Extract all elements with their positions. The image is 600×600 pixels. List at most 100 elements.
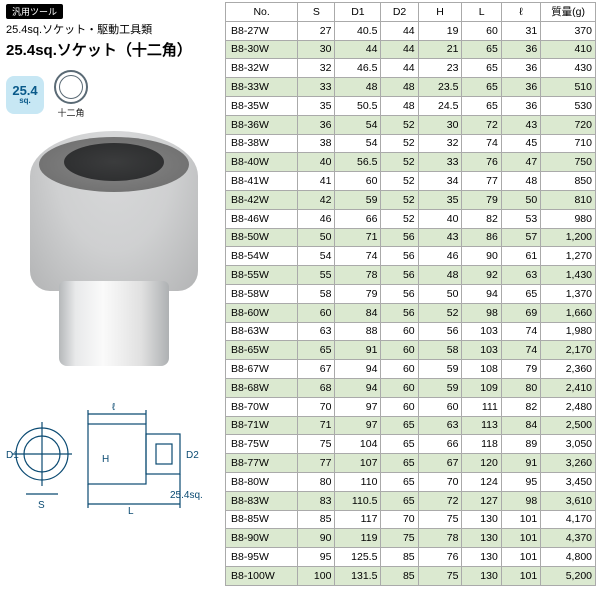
table-cell: 980	[541, 209, 596, 228]
table-cell: 33	[298, 78, 335, 97]
table-cell: 82	[462, 209, 501, 228]
table-cell: 65	[501, 284, 540, 303]
table-row: B8-42W425952357950810	[226, 190, 596, 209]
table-row: B8-80W801106570124953,450	[226, 472, 596, 491]
table-cell: 52	[381, 172, 418, 191]
table-row: B8-46W466652408253980	[226, 209, 596, 228]
table-cell: B8-42W	[226, 190, 298, 209]
table-cell: 63	[501, 266, 540, 285]
table-cell: 75	[418, 510, 462, 529]
table-row: B8-33W33484823.56536510	[226, 78, 596, 97]
table-cell: B8-95W	[226, 548, 298, 567]
svg-text:S: S	[38, 500, 45, 511]
table-cell: B8-35W	[226, 96, 298, 115]
table-cell: 48	[381, 78, 418, 97]
table-cell: 58	[298, 284, 335, 303]
table-cell: 113	[462, 416, 501, 435]
table-cell: 810	[541, 190, 596, 209]
table-cell: B8-85W	[226, 510, 298, 529]
table-cell: 2,480	[541, 397, 596, 416]
table-cell: B8-33W	[226, 78, 298, 97]
table-row: B8-63W63886056103741,980	[226, 322, 596, 341]
table-cell: 59	[418, 378, 462, 397]
table-cell: 48	[335, 78, 381, 97]
table-cell: 60	[381, 322, 418, 341]
table-cell: 95	[298, 548, 335, 567]
table-cell: 95	[501, 472, 540, 491]
table-cell: B8-80W	[226, 472, 298, 491]
table-cell: 44	[381, 59, 418, 78]
table-row: B8-35W3550.54824.56536530	[226, 96, 596, 115]
table-cell: 57	[501, 228, 540, 247]
table-cell: 60	[381, 360, 418, 379]
table-cell: 130	[462, 510, 501, 529]
product-title: 25.4sq.ソケット（十二角）	[6, 39, 221, 60]
table-cell: 32	[298, 59, 335, 78]
table-cell: 2,500	[541, 416, 596, 435]
table-row: B8-36W365452307243720	[226, 115, 596, 134]
table-cell: 410	[541, 40, 596, 59]
table-cell: 4,800	[541, 548, 596, 567]
table-cell: 86	[462, 228, 501, 247]
table-cell: B8-100W	[226, 566, 298, 585]
table-row: B8-58W5879565094651,370	[226, 284, 596, 303]
table-cell: 53	[501, 209, 540, 228]
table-cell: 89	[501, 435, 540, 454]
table-cell: 92	[462, 266, 501, 285]
table-cell: 103	[462, 341, 501, 360]
table-cell: 65	[381, 472, 418, 491]
table-cell: 510	[541, 78, 596, 97]
table-cell: 69	[501, 303, 540, 322]
col-d2: D2	[381, 3, 418, 22]
spec-table: No. S D1 D2 H L ℓ 質量(g) B8-27W2740.54419…	[225, 2, 596, 586]
table-cell: 65	[462, 78, 501, 97]
col-wt: 質量(g)	[541, 3, 596, 22]
table-cell: 84	[501, 416, 540, 435]
table-cell: 68	[298, 378, 335, 397]
table-cell: B8-40W	[226, 153, 298, 172]
table-cell: 1,370	[541, 284, 596, 303]
svg-text:L: L	[128, 506, 134, 516]
table-cell: B8-70W	[226, 397, 298, 416]
table-cell: 52	[381, 115, 418, 134]
table-cell: B8-71W	[226, 416, 298, 435]
table-cell: 77	[462, 172, 501, 191]
table-row: B8-68W68946059109802,410	[226, 378, 596, 397]
table-cell: 43	[501, 115, 540, 134]
table-cell: 36	[298, 115, 335, 134]
table-cell: 127	[462, 491, 501, 510]
table-cell: 710	[541, 134, 596, 153]
table-cell: B8-30W	[226, 40, 298, 59]
table-cell: 52	[381, 134, 418, 153]
table-cell: B8-38W	[226, 134, 298, 153]
table-cell: 76	[462, 153, 501, 172]
table-row: B8-50W5071564386571,200	[226, 228, 596, 247]
table-cell: 54	[335, 115, 381, 134]
category-text: 25.4sq.ソケット・駆動工具類	[6, 21, 221, 37]
table-cell: 118	[462, 435, 501, 454]
table-cell: 2,410	[541, 378, 596, 397]
table-cell: B8-27W	[226, 21, 298, 40]
table-cell: 85	[298, 510, 335, 529]
table-row: B8-60W6084565298691,660	[226, 303, 596, 322]
table-cell: 30	[418, 115, 462, 134]
table-cell: 80	[501, 378, 540, 397]
table-cell: 35	[298, 96, 335, 115]
table-cell: 70	[418, 472, 462, 491]
table-cell: 56	[418, 322, 462, 341]
table-cell: 21	[418, 40, 462, 59]
table-cell: 111	[462, 397, 501, 416]
table-cell: 97	[335, 397, 381, 416]
table-cell: 23.5	[418, 78, 462, 97]
table-cell: 44	[381, 40, 418, 59]
table-cell: 82	[501, 397, 540, 416]
table-cell: 52	[381, 190, 418, 209]
table-cell: 94	[335, 360, 381, 379]
table-cell: 56	[381, 228, 418, 247]
table-cell: 35	[418, 190, 462, 209]
table-cell: 63	[298, 322, 335, 341]
table-cell: B8-54W	[226, 247, 298, 266]
svg-text:H: H	[102, 454, 109, 465]
table-row: B8-75W751046566118893,050	[226, 435, 596, 454]
table-cell: 34	[418, 172, 462, 191]
